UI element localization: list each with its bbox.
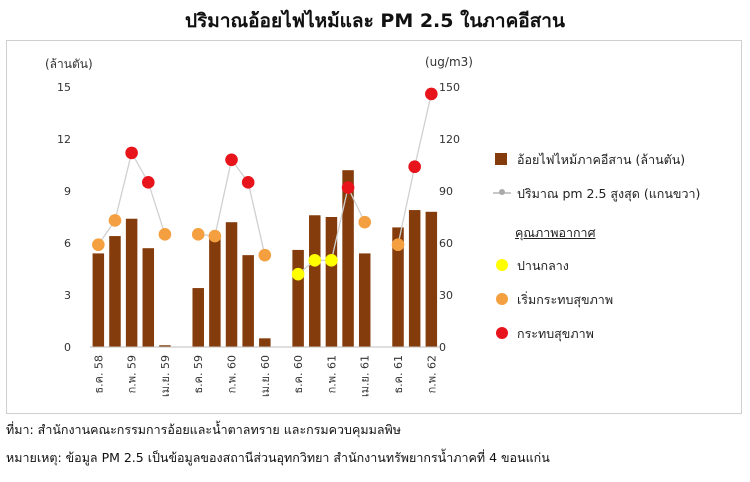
legend-label-line: ปริมาณ pm 2.5 สูงสุด (แกนขวา) [517, 186, 701, 201]
pm25-point [241, 176, 255, 189]
pm25-point [108, 214, 122, 227]
bar [292, 249, 304, 347]
x-tick-label: ก.พ. 59 [126, 355, 139, 393]
bar [242, 255, 254, 347]
legend-label-moderate: ปานกลาง [517, 258, 569, 273]
legend-label-bars: อ้อยไฟไหม้ภาคอีสาน (ล้านตัน) [517, 152, 686, 167]
pm25-point [341, 181, 355, 194]
x-tick-label: เม.ย. 60 [259, 355, 272, 397]
pm25-point [158, 228, 172, 241]
left-tick-label: 0 [64, 341, 71, 354]
bar [109, 236, 121, 347]
pm25-point [208, 229, 222, 243]
chart-title: ปริมาณอ้อยไฟไหม้และ PM 2.5 ในภาคอีสาน [185, 10, 565, 32]
x-tick-label: เม.ย. 61 [359, 355, 372, 397]
legend-item-moderate: ปานกลาง [493, 255, 743, 275]
pm25-point [291, 267, 305, 281]
pm25-point [325, 254, 338, 267]
remark-note: หมายเหตุ: ข้อมูล PM 2.5 เป็นข้อมูลของสถา… [6, 450, 550, 465]
x-tick-label: ธ.ค. 58 [92, 355, 105, 394]
bar [259, 338, 271, 347]
left-tick-label: 15 [57, 81, 71, 94]
legend-item-starting: เริ่มกระทบสุขภาพ [493, 289, 743, 309]
bar [425, 211, 438, 347]
legend-label-starting: เริ่มกระทบสุขภาพ [517, 292, 614, 307]
right-tick-label: 30 [439, 289, 453, 302]
right-tick-label: 60 [439, 237, 453, 250]
right-tick-label: 90 [439, 185, 453, 198]
x-tick-label: เม.ย. 59 [159, 355, 172, 397]
bar-swatch [495, 153, 507, 165]
right-tick-label: 150 [439, 81, 460, 94]
bar [392, 227, 404, 347]
moderate-swatch [496, 259, 508, 271]
x-tick-label: ธ.ค. 60 [292, 355, 305, 394]
pm25-point [308, 254, 322, 267]
bar [325, 217, 338, 347]
left-axis-unit: (ล้านตัน) [45, 57, 93, 71]
source-note: ที่มา: สำนักงานคณะกรรมการอ้อยและน้ำตาลทร… [6, 422, 401, 437]
bar [192, 288, 204, 347]
pm25-point [258, 248, 272, 262]
unhealthy-swatch [496, 327, 508, 339]
x-tick-label: ก.พ. 62 [425, 355, 438, 393]
left-tick-label: 9 [64, 185, 71, 198]
x-tick-label: ก.พ. 61 [325, 355, 338, 393]
pm25-point [391, 238, 405, 252]
right-tick-label: 120 [439, 133, 460, 146]
pm25-point [191, 228, 205, 241]
bar [92, 253, 105, 347]
starting-swatch [496, 293, 508, 305]
pm25-point [141, 176, 155, 189]
pm25-point [425, 87, 438, 101]
bar [309, 215, 321, 347]
chart-frame: (ล้านตัน) (ug/m3) 0 3 6 9 12 15 0 30 60 90 120 150 ธ… [6, 40, 742, 414]
bar [159, 345, 171, 347]
pm25-point [125, 146, 138, 160]
line-swatch [493, 189, 511, 195]
legend-label-unhealthy: กระทบสุขภาพ [517, 326, 594, 341]
bar [225, 222, 238, 347]
legend-item-bars: อ้อยไฟไหม้ภาคอีสาน (ล้านตัน) [493, 149, 743, 169]
pm25-point [408, 160, 421, 174]
x-tick-label: ก.พ. 60 [226, 355, 239, 393]
pm25-point [92, 238, 105, 252]
left-tick-label: 6 [64, 237, 71, 250]
legend-item-line: ปริมาณ pm 2.5 สูงสุด (แกนขวา) [493, 183, 743, 203]
pm25-point [225, 153, 238, 167]
x-tick-label: ธ.ค. 59 [192, 355, 205, 394]
right-tick-label: 0 [439, 341, 446, 354]
legend-quality-heading: คุณภาพอากาศ [515, 225, 596, 240]
bar [142, 248, 155, 347]
bar [342, 170, 354, 347]
bar [125, 218, 138, 347]
pm25-point [358, 215, 372, 229]
bar [358, 253, 371, 347]
footnotes: ที่มา: สำนักงานคณะกรรมการอ้อยและน้ำตาลทร… [6, 416, 746, 472]
bar [209, 236, 221, 347]
x-tick-label: ธ.ค. 61 [392, 355, 405, 394]
bar [408, 210, 421, 347]
right-axis-unit: (ug/m3) [425, 55, 473, 69]
left-tick-label: 3 [64, 289, 71, 302]
legend-item-unhealthy: กระทบสุขภาพ [493, 323, 743, 343]
left-tick-label: 12 [57, 133, 71, 146]
legend: อ้อยไฟไหม้ภาคอีสาน (ล้านตัน) ปริมาณ pm 2… [493, 149, 743, 357]
